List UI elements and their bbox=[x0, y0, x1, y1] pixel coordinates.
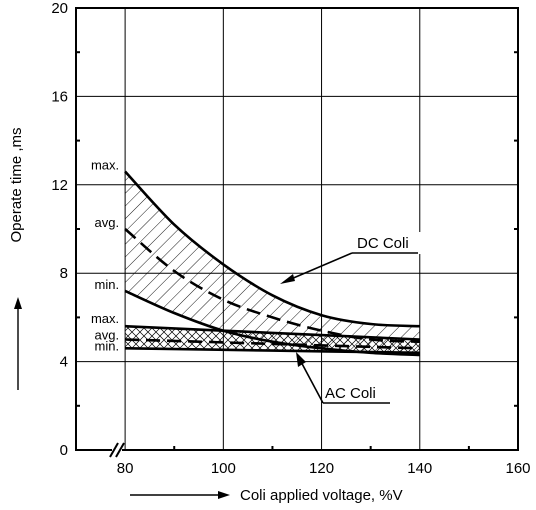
series-label-dc-min: min. bbox=[95, 277, 120, 292]
axis-break-gap bbox=[112, 442, 122, 458]
y-direction-arrowhead bbox=[14, 297, 22, 309]
axis-break-mark bbox=[109, 442, 119, 458]
x-tick-label: 100 bbox=[211, 460, 236, 477]
series-line-ac-avg bbox=[125, 338, 420, 350]
series-line-ac-min bbox=[125, 347, 420, 355]
y-tick-label: 12 bbox=[51, 177, 68, 194]
y-axis-title: Operate time ,ms bbox=[8, 127, 25, 242]
x-tick-label: 140 bbox=[407, 460, 432, 477]
x-axis-title: Coli applied voltage, %V bbox=[240, 487, 403, 504]
x-tick-label: 160 bbox=[505, 460, 530, 477]
series-label-ac-min: min. bbox=[95, 338, 120, 353]
ac-callout-arrowhead bbox=[296, 352, 306, 367]
x-tick-label: 80 bbox=[117, 460, 134, 477]
series-line-dc-max bbox=[124, 170, 420, 328]
series-line-ac-max bbox=[125, 324, 420, 341]
tick-labels: 0 4 8 12 16 20 80 100 120 140 160 bbox=[51, 0, 530, 477]
x-tick-label: 120 bbox=[309, 460, 334, 477]
y-tick-label: 8 bbox=[60, 265, 68, 282]
y-tick-label: 20 bbox=[51, 0, 68, 17]
dc-callout-bg bbox=[352, 232, 422, 254]
hatched-band-dc bbox=[125, 171, 420, 355]
series-label-dc-avg: avg. bbox=[95, 215, 120, 230]
dc-callout-arrowhead bbox=[280, 274, 295, 284]
series-line-dc-avg bbox=[124, 228, 420, 343]
y-tick-label: 4 bbox=[60, 354, 68, 371]
series-label-ac-avg: avg. bbox=[95, 328, 120, 343]
series-label-ac-max: max. bbox=[91, 311, 119, 326]
plot-frame bbox=[75, 7, 519, 458]
y-tick-label: 16 bbox=[51, 88, 68, 105]
series-label-dc-max: max. bbox=[91, 158, 119, 173]
ac-callout-leader bbox=[298, 357, 324, 404]
dc-callout-leader bbox=[283, 252, 353, 283]
dc-coli-label: DC Coli bbox=[357, 235, 409, 252]
axis-break-mark bbox=[115, 442, 125, 458]
series-lines bbox=[124, 170, 420, 357]
ac-coli-label: AC Coli bbox=[325, 385, 376, 402]
x-direction-arrowhead bbox=[218, 491, 230, 499]
y-tick-label: 0 bbox=[60, 442, 68, 459]
